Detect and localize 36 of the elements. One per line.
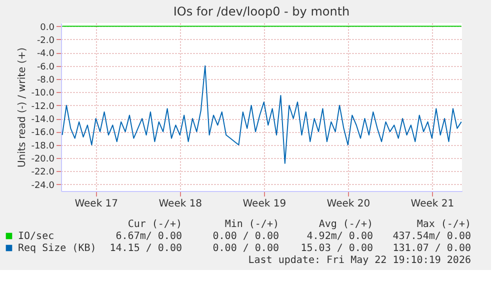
x-tick-label: Week 18 bbox=[158, 198, 202, 210]
y-tick-label: -12.0 bbox=[31, 102, 55, 112]
x-tick-label: Week 21 bbox=[410, 198, 454, 210]
text: 4.92m/ 0.00 bbox=[306, 231, 373, 242]
text: Cur (-/+) bbox=[128, 219, 182, 230]
text: Min (-/+) bbox=[224, 219, 279, 230]
y-tick-label: -8.0 bbox=[36, 76, 55, 86]
legend-label: Req Size (KB) bbox=[18, 243, 96, 254]
text: 14.15 / 0.00 bbox=[110, 243, 182, 254]
y-tick-label: -6.0 bbox=[36, 62, 55, 72]
text: Max (-/+) bbox=[416, 219, 471, 230]
line-series bbox=[62, 65, 462, 164]
text: 0.00 / 0.00 bbox=[212, 243, 279, 254]
text: 0.00 / 0.00 bbox=[212, 231, 279, 242]
y-axis-title: Units read (-) / write (+) bbox=[17, 47, 28, 168]
text: Last update: Fri May 22 19:10:19 2026 bbox=[248, 255, 471, 266]
text: 6.67m/ 0.00 bbox=[116, 231, 182, 242]
x-tick-label: Week 20 bbox=[326, 198, 370, 210]
text: 15.03 / 0.00 bbox=[300, 243, 373, 254]
y-tick-label: -2.0 bbox=[36, 36, 55, 46]
legend-label: IO/sec bbox=[18, 231, 54, 242]
y-tick-label: 0.0 bbox=[40, 22, 55, 33]
y-tick-label: -10.0 bbox=[31, 88, 55, 99]
text: 437.54m/ 0.00 bbox=[392, 231, 471, 242]
text: Avg (-/+) bbox=[318, 219, 373, 230]
y-tick-label: -4.0 bbox=[36, 49, 55, 60]
y-tick-label: -24.0 bbox=[31, 180, 55, 191]
x-tick-label: Week 17 bbox=[74, 198, 118, 210]
y-tick-label: -20.0 bbox=[31, 154, 55, 165]
y-tick-label: -18.0 bbox=[31, 141, 55, 152]
y-tick-label: -22.0 bbox=[31, 168, 55, 178]
chart-title: IOs for /dev/loop0 - by month bbox=[173, 4, 350, 18]
y-tick-label: -14.0 bbox=[31, 115, 55, 126]
y-tick-label: -16.0 bbox=[31, 128, 55, 138]
x-tick-label: Week 19 bbox=[242, 198, 286, 210]
text: 131.07 / 0.00 bbox=[392, 243, 471, 254]
